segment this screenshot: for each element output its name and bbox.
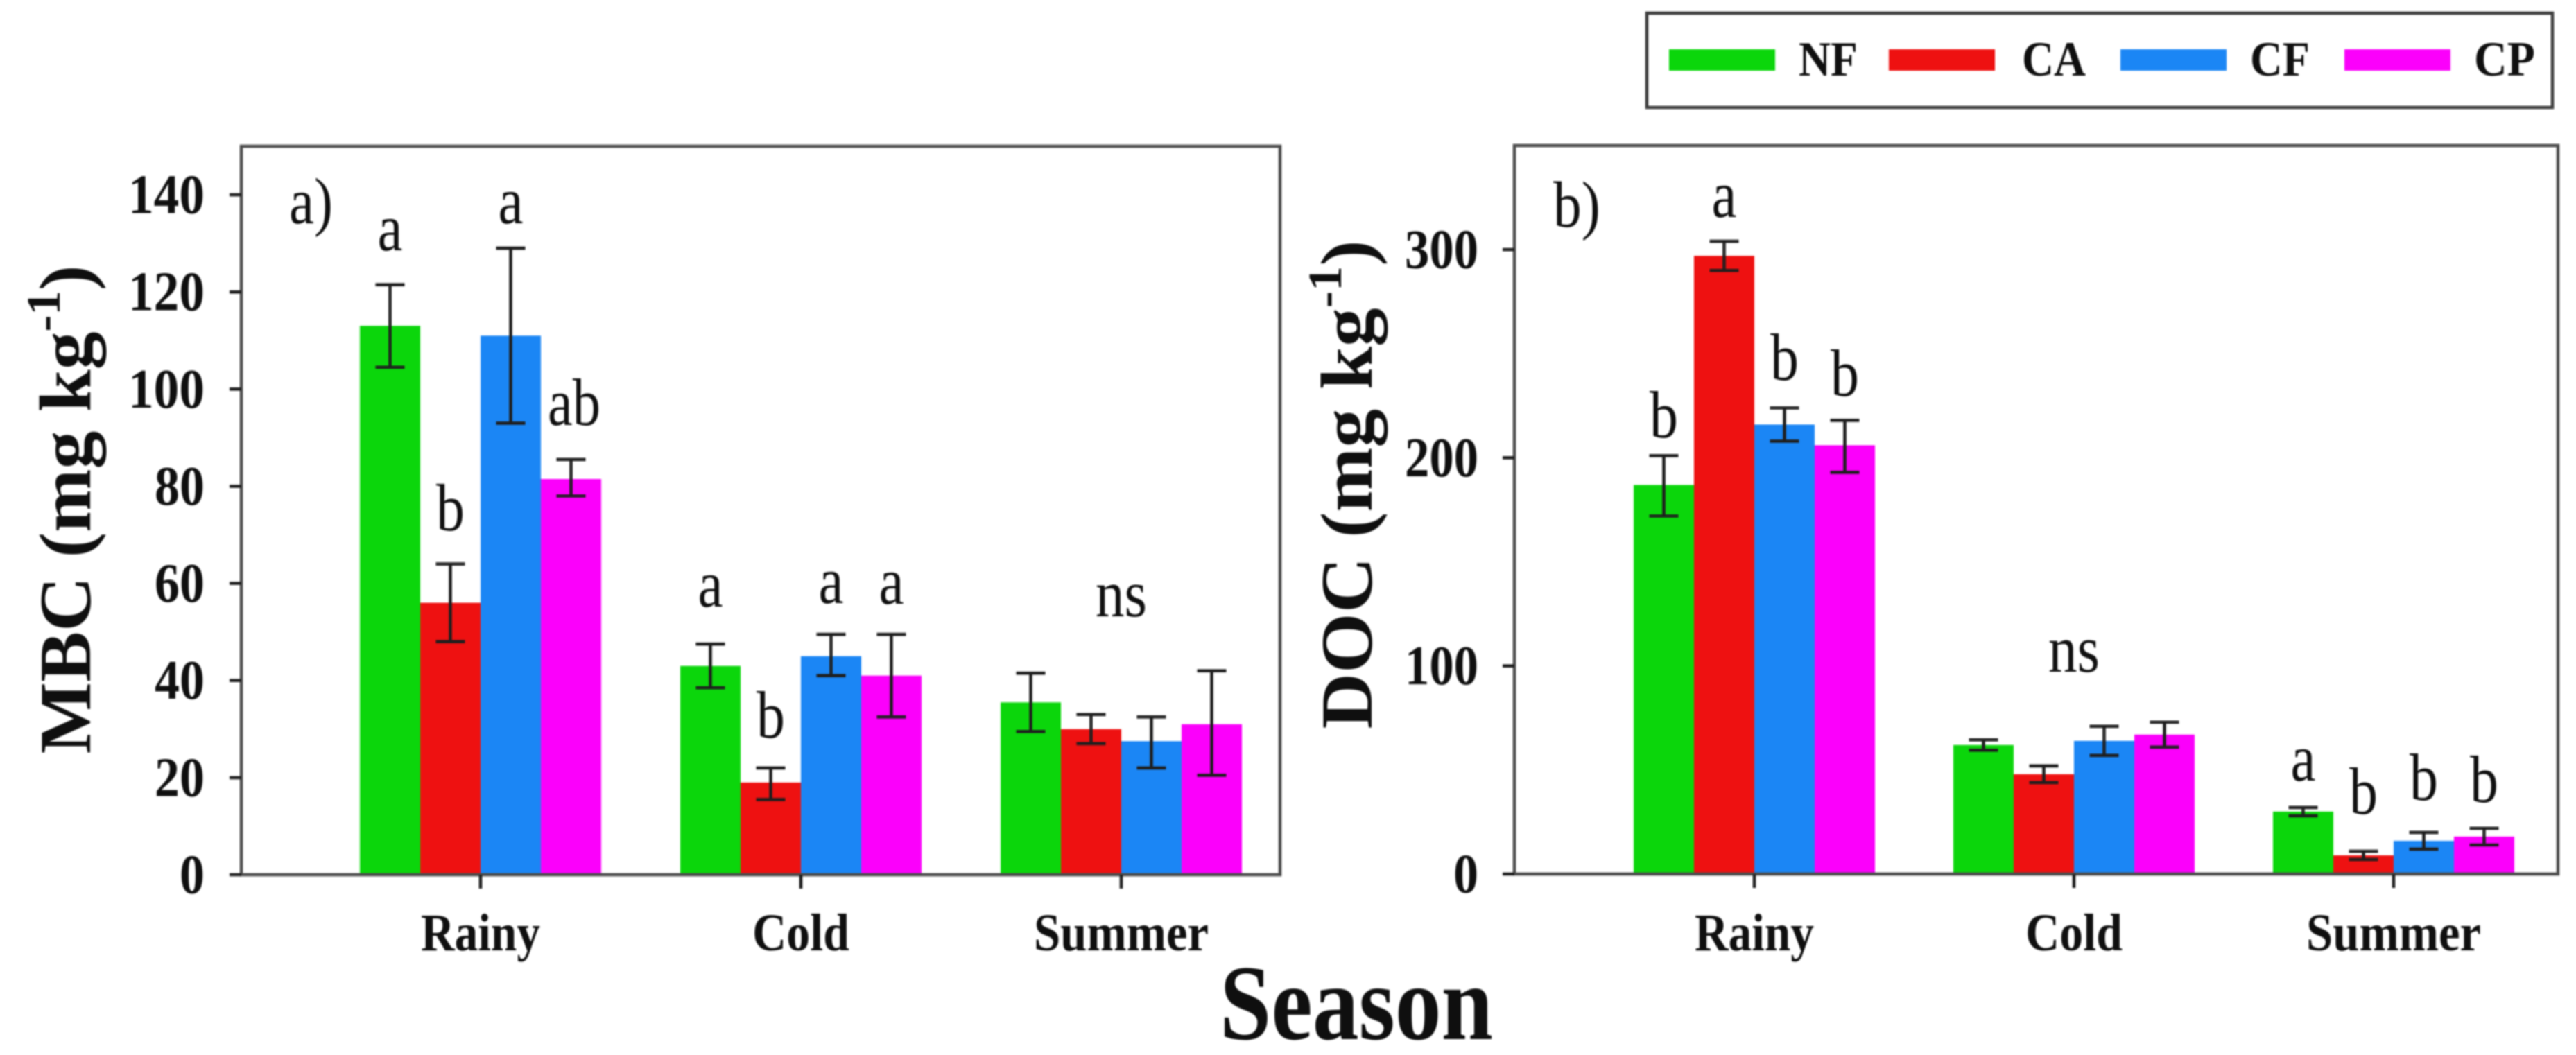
svg-text:40: 40 bbox=[155, 650, 205, 711]
svg-text:20: 20 bbox=[155, 747, 205, 808]
svg-text:a: a bbox=[1712, 157, 1737, 232]
svg-text:300: 300 bbox=[1405, 220, 1478, 281]
svg-text:MBC (mg kg-1): MBC (mg kg-1) bbox=[17, 265, 106, 754]
svg-text:DOC (mg kg-1): DOC (mg kg-1) bbox=[1299, 241, 1388, 729]
svg-text:b: b bbox=[1831, 336, 1859, 410]
svg-text:a: a bbox=[2291, 721, 2316, 795]
svg-text:a: a bbox=[378, 191, 403, 265]
svg-text:140: 140 bbox=[128, 165, 205, 226]
svg-text:ns: ns bbox=[2048, 612, 2100, 686]
svg-text:b: b bbox=[1770, 320, 1799, 394]
svg-text:CP: CP bbox=[2474, 33, 2535, 87]
svg-text:ns: ns bbox=[1096, 557, 1147, 631]
svg-text:a): a) bbox=[289, 166, 333, 238]
svg-text:b: b bbox=[1650, 378, 1678, 452]
svg-text:Rainy: Rainy bbox=[1695, 904, 1814, 962]
svg-text:b: b bbox=[2349, 754, 2378, 828]
svg-text:b): b) bbox=[1553, 169, 1600, 241]
svg-text:b: b bbox=[2410, 740, 2438, 814]
svg-text:Season: Season bbox=[1220, 943, 1493, 1055]
svg-text:a: a bbox=[879, 544, 904, 618]
svg-text:200: 200 bbox=[1405, 428, 1478, 489]
svg-text:Summer: Summer bbox=[2306, 904, 2481, 962]
svg-text:100: 100 bbox=[1405, 636, 1478, 697]
svg-text:100: 100 bbox=[128, 359, 205, 420]
svg-text:Cold: Cold bbox=[2025, 904, 2123, 962]
svg-text:b: b bbox=[2470, 742, 2498, 817]
svg-text:ab: ab bbox=[548, 365, 600, 439]
svg-text:0: 0 bbox=[180, 845, 205, 906]
svg-text:a: a bbox=[819, 543, 844, 618]
svg-text:a: a bbox=[698, 547, 723, 621]
svg-text:Rainy: Rainy bbox=[421, 904, 540, 962]
svg-text:80: 80 bbox=[155, 456, 205, 517]
svg-text:120: 120 bbox=[128, 262, 205, 323]
svg-text:60: 60 bbox=[155, 553, 205, 614]
svg-text:NF: NF bbox=[1799, 33, 1858, 87]
svg-text:0: 0 bbox=[1453, 844, 1478, 905]
svg-text:b: b bbox=[436, 471, 465, 545]
svg-text:CF: CF bbox=[2250, 33, 2310, 87]
svg-text:a: a bbox=[499, 164, 524, 238]
svg-text:Summer: Summer bbox=[1034, 904, 1209, 962]
svg-text:CA: CA bbox=[2022, 33, 2086, 87]
svg-text:b: b bbox=[757, 678, 785, 752]
svg-text:Cold: Cold bbox=[752, 904, 849, 962]
